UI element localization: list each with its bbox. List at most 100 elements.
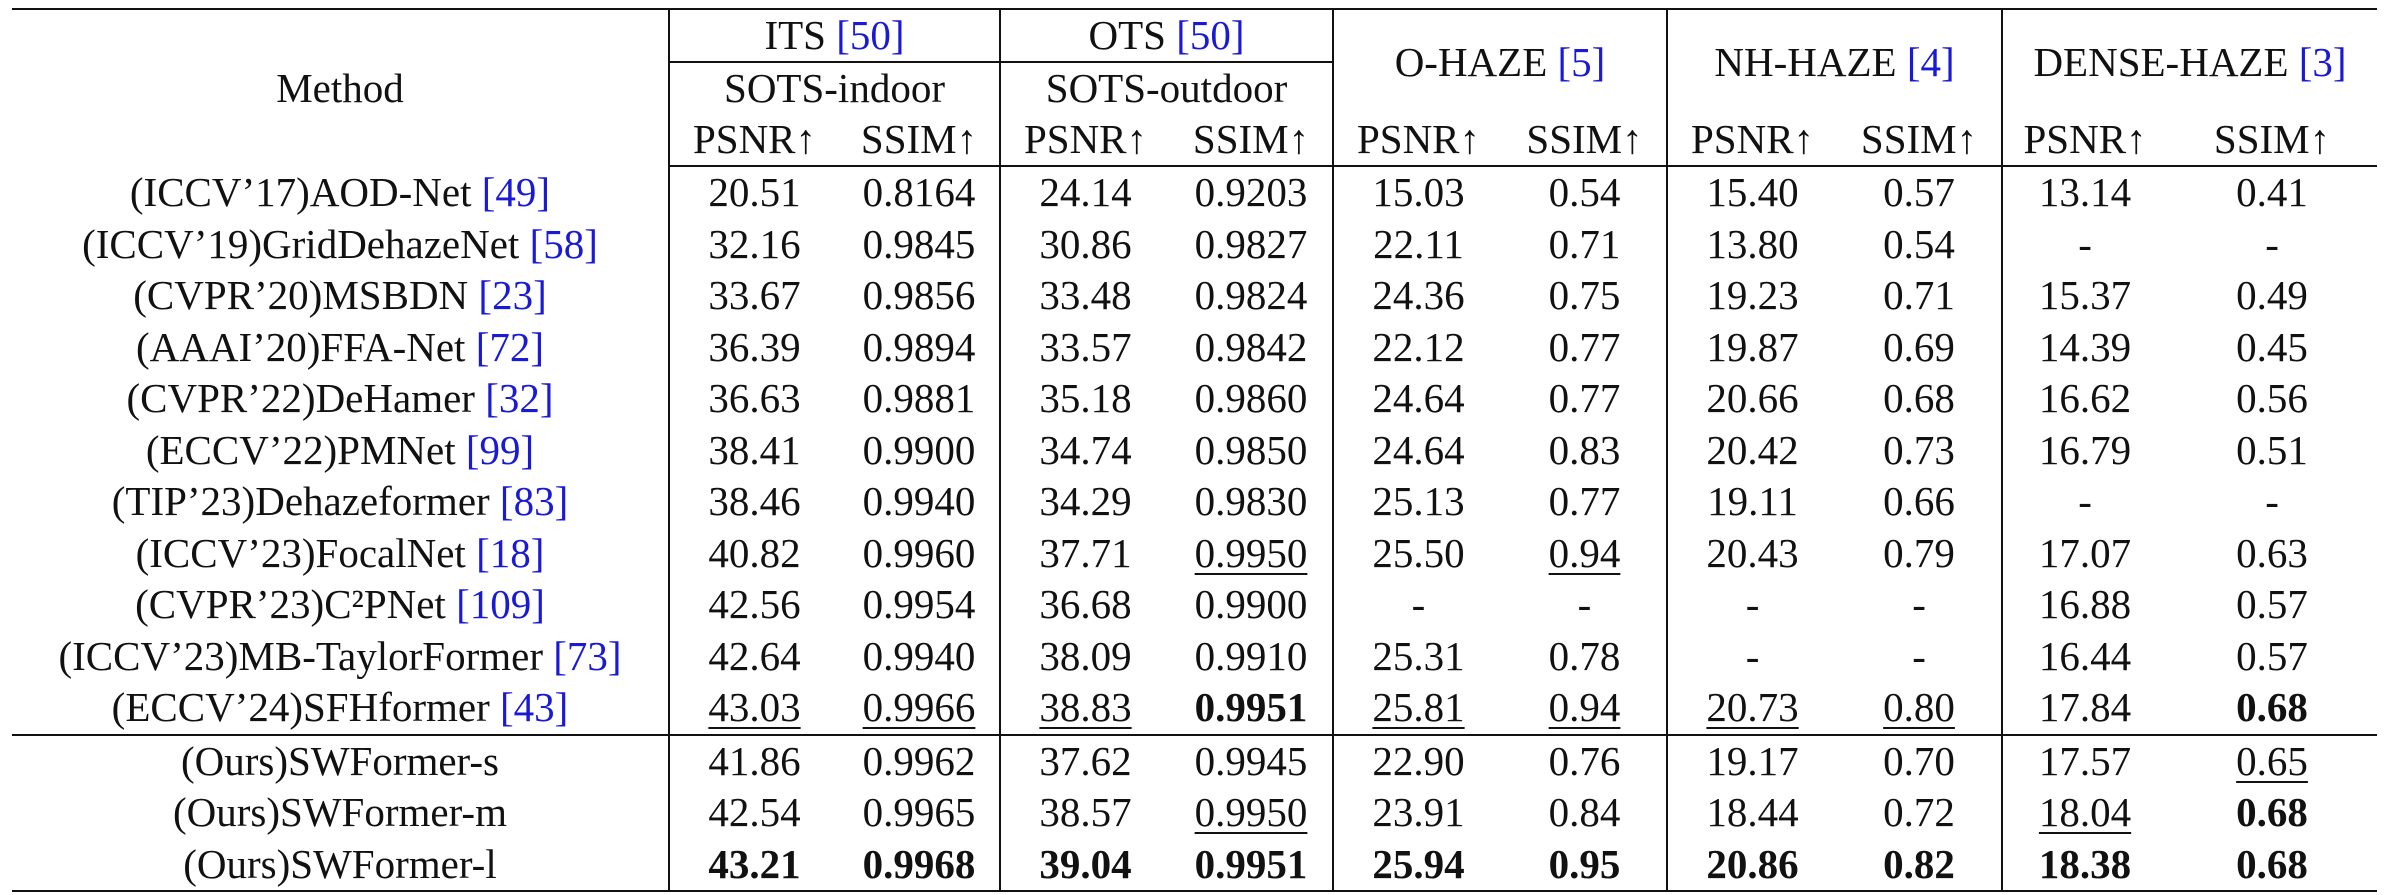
value-cell: 0.8164	[839, 166, 1000, 219]
citation-link[interactable]: [32]	[485, 375, 554, 422]
value-cell: 0.75	[1503, 270, 1667, 322]
value-cell: 42.64	[668, 630, 839, 682]
metric-value: 0.9968	[862, 840, 976, 887]
value-cell: 0.49	[2167, 270, 2377, 322]
method-cell: (CVPR’23)C²PNet [109]	[12, 579, 669, 631]
value-cell: 0.82	[1837, 838, 2003, 892]
value-cell: 0.9950	[1170, 528, 1333, 580]
metric-value: -	[2265, 478, 2279, 525]
metric-value: 0.94	[1548, 684, 1621, 731]
metric-value: 0.79	[1883, 529, 1955, 576]
value-cell: 0.54	[1837, 219, 2002, 271]
table-row: (CVPR’23)C²PNet [109] 42.56 0.9954 36.68 0.9…	[12, 579, 2377, 631]
metric-value: 25.31	[1372, 632, 1465, 679]
citation-link[interactable]: [109]	[456, 581, 545, 628]
metric-header: PSNR↑	[668, 114, 839, 167]
metric-value: 0.72	[1883, 789, 1955, 836]
value-cell: 20.51	[668, 166, 839, 219]
value-cell: 41.86	[668, 733, 839, 787]
value-cell: 19.87	[1666, 321, 1838, 373]
value-cell: 24.64	[1332, 424, 1503, 476]
value-cell: 0.45	[2167, 322, 2377, 374]
value-cell: 0.57	[1837, 166, 2002, 219]
metric-value: 18.44	[1706, 789, 1799, 836]
metric-value: 20.51	[708, 169, 801, 216]
value-cell: 0.76	[1503, 733, 1668, 787]
value-cell: 20.86	[1666, 838, 1838, 892]
metric-value: 42.56	[708, 581, 801, 628]
table-row: (ICCV’17)AOD-Net [49] 20.51 0.8164 24.14 0.9…	[12, 166, 2377, 219]
metric-value: 20.42	[1706, 426, 1799, 473]
metric-value: -	[1912, 581, 1926, 628]
method-cell: (AAAI’20)FFA-Net [72]	[12, 322, 669, 374]
value-cell: 0.9856	[839, 270, 1000, 322]
metric-value: 0.95	[1548, 840, 1621, 887]
value-cell: 0.41	[2167, 166, 2377, 219]
value-cell: 0.9203	[1170, 166, 1333, 219]
metric-value: 0.9894	[862, 323, 976, 370]
value-cell: 19.17	[1666, 733, 1838, 787]
header-sots-outdoor: SOTS-outdoor	[999, 62, 1333, 114]
metric-value: -	[2078, 478, 2092, 525]
method-cell: (ICCV’17)AOD-Net [49]	[12, 166, 669, 219]
metric-value: 25.94	[1372, 840, 1465, 887]
metric-value: 0.77	[1548, 375, 1621, 422]
value-cell: 0.54	[1503, 166, 1667, 219]
citation-link[interactable]: [73]	[553, 632, 622, 679]
metric-value: 0.8164	[862, 169, 976, 216]
value-cell: 15.40	[1666, 166, 1838, 219]
metric-value: 0.83	[1548, 426, 1621, 473]
method-name: GridDehazeNet	[262, 220, 520, 267]
method-name: DeHamer	[315, 375, 475, 422]
metric-value: 0.9950	[1194, 529, 1308, 576]
metric-value: 13.14	[2038, 169, 2132, 216]
value-cell: 38.46	[668, 476, 839, 528]
method-venue: (ICCV’23)	[58, 632, 239, 679]
method-name: Dehazeformer	[255, 478, 490, 525]
metric-value: 0.69	[1883, 323, 1955, 370]
metric-value: 0.51	[2236, 426, 2308, 473]
citation-link[interactable]: [99]	[465, 426, 535, 473]
value-cell: 0.56	[2167, 373, 2377, 425]
metric-value: 0.94	[1548, 529, 1621, 576]
metric-value: 0.63	[2236, 529, 2308, 576]
metric-value: 22.11	[1373, 220, 1464, 267]
metric-value: 0.9945	[1194, 737, 1308, 784]
value-cell: 22.11	[1332, 218, 1503, 270]
value-cell: 22.90	[1332, 733, 1503, 787]
value-cell: 16.62	[2001, 373, 2168, 425]
metric-value: 16.88	[2038, 581, 2132, 628]
metric-value: 19.11	[1707, 478, 1798, 525]
table-row: (ICCV’23)FocalNet [18] 40.82 0.9960 37.71 0.…	[12, 527, 2377, 580]
header-ots: OTS [50]	[999, 8, 1333, 63]
method-venue: (AAAI’20)	[135, 323, 321, 370]
value-cell: 0.9830	[1170, 476, 1333, 528]
method-venue: (ECCV’24)	[111, 684, 303, 731]
citation-link[interactable]: [23]	[478, 272, 547, 319]
value-cell: 0.63	[2167, 528, 2377, 580]
citation-link[interactable]: [83]	[499, 478, 569, 525]
citation-link[interactable]: [58]	[529, 220, 598, 267]
metric-value: 33.57	[1039, 323, 1132, 370]
value-cell: 0.9951	[1170, 838, 1333, 892]
metric-value: 43.21	[708, 840, 801, 887]
value-cell: 0.94	[1503, 682, 1667, 735]
metric-header: PSNR↑	[999, 114, 1170, 167]
method-header: Method	[12, 8, 669, 166]
metric-value: 25.50	[1372, 529, 1465, 576]
value-cell: -	[1837, 579, 2002, 631]
metric-value: -	[1745, 632, 1760, 679]
value-cell: 36.39	[668, 321, 839, 373]
citation-link[interactable]: [49]	[481, 168, 551, 215]
citation-link[interactable]: [72]	[475, 323, 545, 370]
method-cell: (ICCV’23)FocalNet [18]	[12, 528, 669, 580]
table-row: (Ours)SWFormer-s 41.86 0.9962 37.62 0.9945 22…	[12, 733, 2378, 787]
value-cell: 20.66	[1666, 373, 1838, 425]
metric-value: 35.18	[1039, 375, 1132, 422]
citation-link[interactable]: [18]	[476, 529, 545, 576]
metric-value: 42.64	[708, 632, 801, 679]
citation-link[interactable]: [43]	[500, 684, 569, 731]
metric-value: 0.68	[1883, 375, 1955, 422]
value-cell: -	[2167, 219, 2377, 271]
value-cell: 38.57	[999, 787, 1170, 839]
